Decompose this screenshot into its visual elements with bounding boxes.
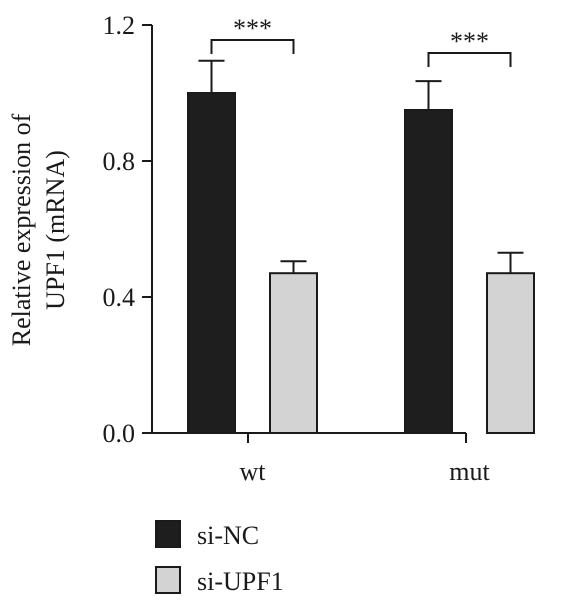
legend-label-si-nc: si-NC xyxy=(197,521,259,550)
legend-swatch-si-upf1 xyxy=(155,566,181,594)
y-tick-label: 0.4 xyxy=(103,283,136,312)
legend: si-NC si-UPF1 xyxy=(155,520,284,596)
bar-wt-si-upf1 xyxy=(269,272,318,435)
significance-label-wt: *** xyxy=(233,14,272,43)
y-axis-title-line-1: Relative expression of xyxy=(7,113,36,346)
y-tick-label: 0.0 xyxy=(103,419,136,448)
significance-brackets: *** *** xyxy=(210,14,512,67)
bar-mut-si-upf1 xyxy=(486,272,535,435)
y-tick-label: 1.2 xyxy=(103,11,136,40)
x-axis-ticks: wt mut xyxy=(240,433,490,486)
significance-bracket-wt xyxy=(210,39,295,54)
legend-label-si-upf1: si-UPF1 xyxy=(197,567,284,596)
bars xyxy=(187,92,535,435)
error-bars xyxy=(198,59,524,274)
legend-swatch-si-nc xyxy=(155,520,181,548)
bar-wt-si-nc xyxy=(187,92,236,434)
bar-mut-si-nc xyxy=(404,109,453,434)
y-axis-ticks: 0.0 0.4 0.8 1.2 xyxy=(103,11,152,448)
y-axis-title-line-2: UPF1 (mRNA) xyxy=(41,150,70,310)
y-axis-title: Relative expression of UPF1 (mRNA) xyxy=(7,113,70,346)
significance-bracket-mut xyxy=(427,52,512,67)
significance-label-mut: *** xyxy=(450,27,489,56)
x-tick-label-mut: mut xyxy=(449,457,490,486)
y-tick-label: 0.8 xyxy=(103,147,136,176)
x-tick-label-wt: wt xyxy=(240,457,267,486)
